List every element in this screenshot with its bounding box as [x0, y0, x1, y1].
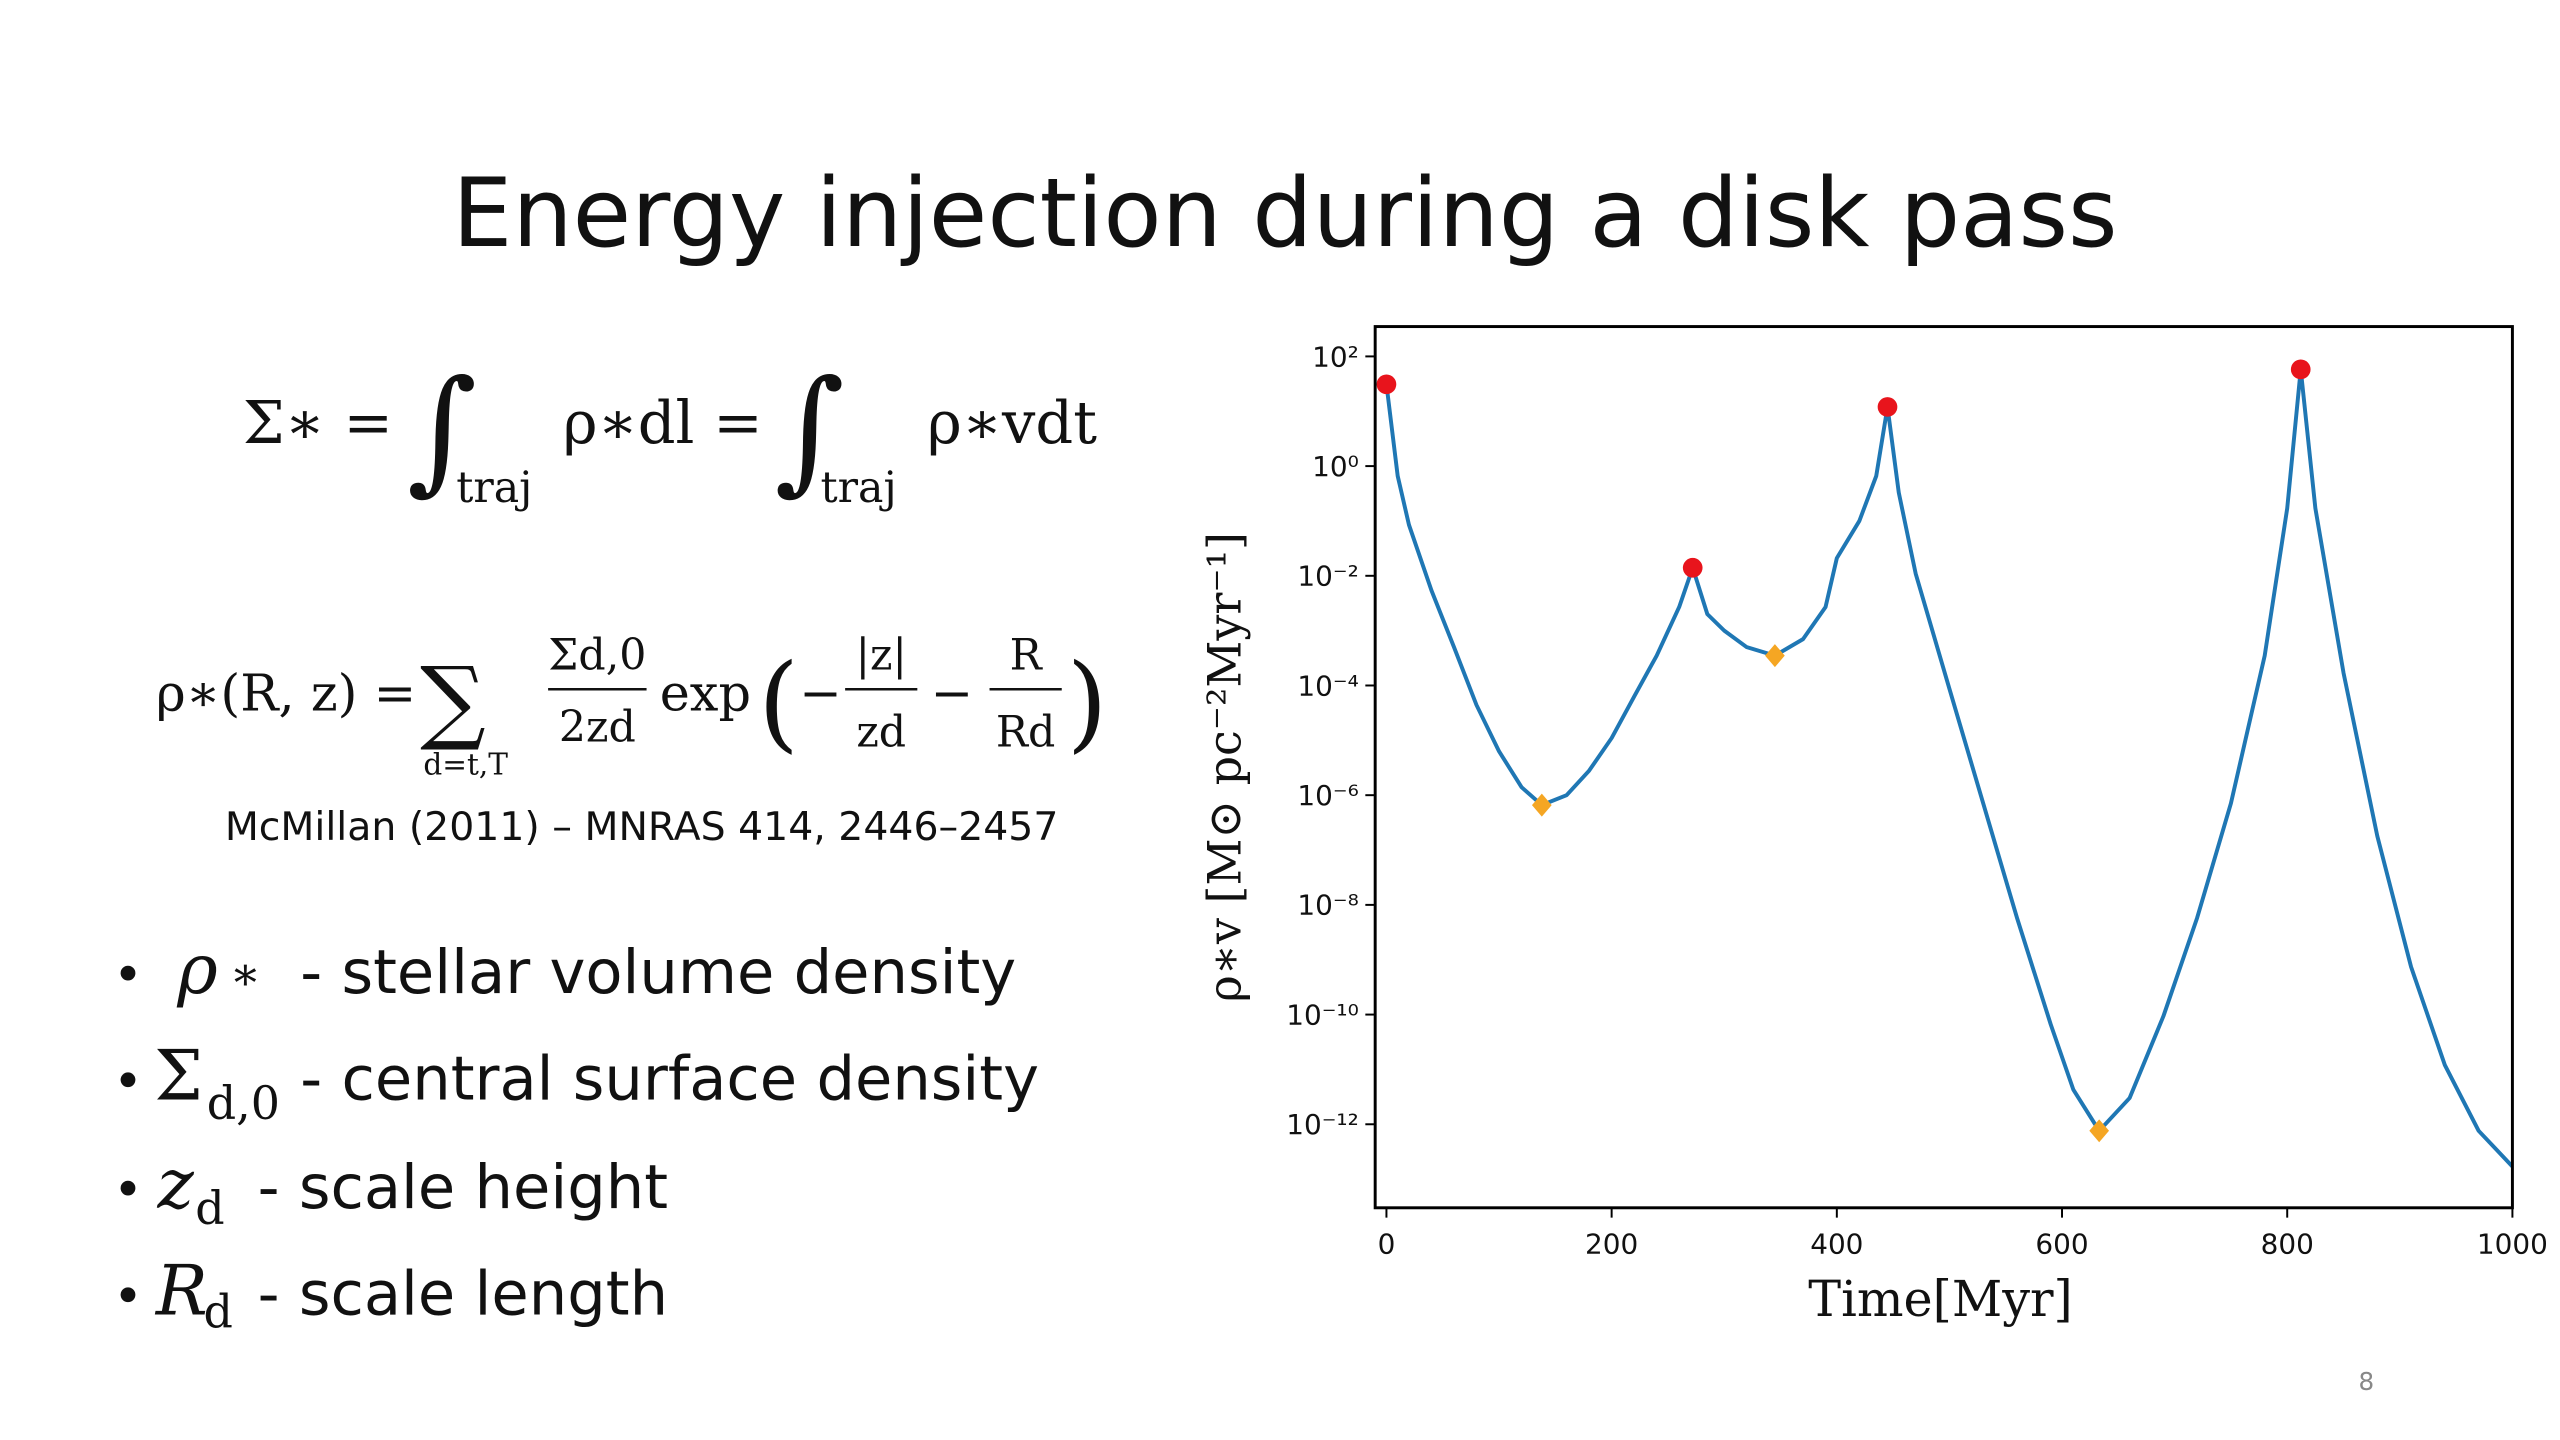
- y-tick-label: 10⁻¹²: [1286, 1108, 1359, 1141]
- bullet-symbol-sub: d: [203, 1285, 232, 1339]
- bullet-dot: [120, 965, 136, 981]
- y-tick-label: 10⁻²: [1297, 560, 1358, 593]
- eq-paren: ): [1067, 641, 1108, 763]
- eq-text: exp: [660, 664, 751, 723]
- eq-minus: −: [930, 664, 973, 723]
- page-number: 8: [2359, 1367, 2375, 1396]
- chart: 0 200 400 600 800 1000 10² 10⁰ 10⁻² 10⁻⁴ 10⁻⁶ 10⁻⁸ 1…: [1198, 325, 2548, 1328]
- x-tick-label: 600: [2035, 1228, 2088, 1261]
- eq-integral: ∫: [775, 351, 845, 508]
- bullet-dot: [120, 1072, 136, 1088]
- eq-text: ρ∗dl =: [563, 388, 763, 457]
- eq-integral: ∫: [407, 351, 477, 508]
- x-tick-label: 1000: [2477, 1228, 2548, 1261]
- eq-sum: ∑: [420, 647, 486, 754]
- eq-index: d=t,T: [423, 748, 508, 782]
- y-tick-label: 10⁻¹⁰: [1286, 998, 1359, 1031]
- bullet-text: - scale height: [258, 1153, 668, 1223]
- x-axis-label: Time[Myr]: [1808, 1270, 2073, 1328]
- eq-minus: −: [799, 664, 842, 723]
- x-tick-label: 0: [1378, 1228, 1396, 1261]
- eq-den: Rd: [996, 708, 1055, 758]
- eq-paren: (: [758, 641, 799, 763]
- y-tick-label: 10⁻⁸: [1297, 889, 1358, 922]
- bullet-text: - central surface density: [300, 1044, 1039, 1114]
- diamond-marker: [2089, 1119, 2110, 1143]
- eq-text: Σ∗ =: [243, 388, 393, 457]
- x-tick-label: 800: [2261, 1228, 2314, 1261]
- circle-marker: [1877, 397, 1898, 417]
- x-tick-label: 400: [1810, 1228, 1863, 1261]
- plot-frame: [1373, 325, 2514, 1210]
- y-axis-label: ρ∗v [M⊙ pc⁻²Myr⁻¹]: [1198, 532, 1252, 1002]
- bullet-symbol-sub: ∗: [230, 947, 261, 1001]
- eq-text: ρ∗vdt: [927, 388, 1097, 457]
- eq-num: R: [1010, 631, 1044, 681]
- citation: McMillan (2011) – MNRAS 414, 2446–2457: [225, 804, 1059, 850]
- eq-limit: traj: [456, 463, 532, 513]
- bullet-text: - scale length: [258, 1259, 668, 1329]
- equation-1: Σ∗ = ∫ traj ρ∗dl = ∫ traj ρ∗vdt: [243, 351, 1097, 513]
- bullet-text: - stellar volume density: [300, 938, 1016, 1008]
- bullet-symbol-sub: d,0: [207, 1076, 280, 1130]
- eq-text: ρ∗(R, z) =: [156, 664, 416, 723]
- eq-den: 2zd: [559, 703, 636, 753]
- x-tick-label: 200: [1585, 1228, 1638, 1261]
- bullet-symbol: z: [157, 1145, 195, 1225]
- bullet-symbol: Σ: [154, 1036, 203, 1116]
- eq-num: Σd,0: [548, 631, 646, 681]
- bullet-dot: [120, 1180, 136, 1196]
- bullet-symbol: ρ: [176, 930, 218, 1010]
- y-tick-label: 10²: [1312, 340, 1359, 373]
- circle-marker: [2290, 359, 2311, 380]
- slide-title: Energy injection during a disk pass: [452, 159, 2117, 269]
- bullet-dot: [120, 1287, 136, 1303]
- eq-den: zd: [856, 708, 906, 758]
- circle-marker: [1682, 557, 1703, 578]
- diamond-marker: [1531, 793, 1552, 817]
- bullet-symbol: R: [154, 1251, 208, 1331]
- y-tick-label: 10⁻⁴: [1297, 669, 1358, 702]
- diamond-marker: [1765, 644, 1785, 668]
- bullet-symbol-sub: d: [195, 1181, 224, 1235]
- eq-limit: traj: [821, 463, 897, 513]
- y-tick-label: 10⁻⁶: [1297, 779, 1358, 812]
- circle-marker: [1376, 374, 1397, 395]
- bullet-list: ρ ∗ - stellar volume density Σ d,0 - central …: [120, 930, 1039, 1339]
- eq-num: |z|: [856, 631, 907, 681]
- equation-2: ρ∗(R, z) = ∑ d=t,T Σd,0 2zd exp ( − |z| …: [156, 631, 1108, 782]
- y-tick-label: 10⁰: [1312, 450, 1359, 483]
